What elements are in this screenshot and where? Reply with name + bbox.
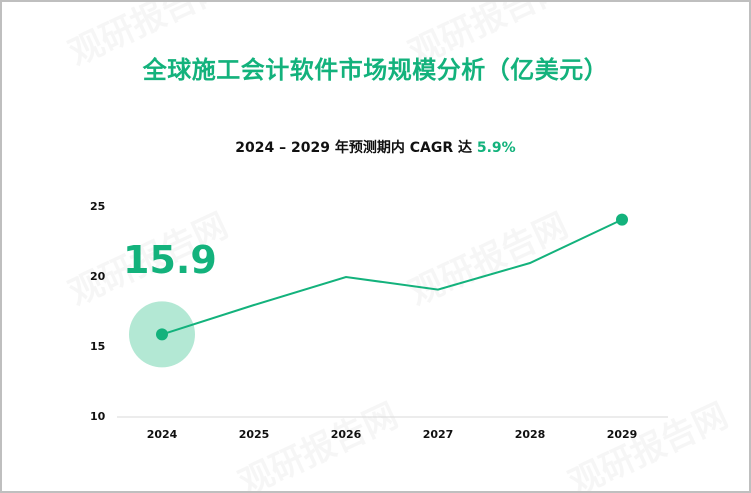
x-tick-2024: 2024 bbox=[146, 428, 178, 441]
highlight-value-label: 15.9 bbox=[123, 238, 217, 282]
series-line bbox=[161, 218, 623, 336]
start-point-marker bbox=[156, 328, 168, 341]
x-tick-2028: 2028 bbox=[514, 428, 546, 441]
x-tick-2027: 2027 bbox=[422, 428, 454, 441]
x-tick-2026: 2026 bbox=[330, 428, 362, 441]
chart-subtitle: 2024 – 2029 年预测期内 CAGR 达 5.9% bbox=[0, 137, 751, 157]
subtitle-text: 2024 – 2029 年预测期内 CAGR 达 bbox=[235, 140, 477, 156]
y-tick-10: 10 bbox=[90, 410, 106, 423]
y-tick-25: 25 bbox=[90, 200, 106, 213]
end-point-marker bbox=[616, 213, 628, 226]
y-tick-20: 20 bbox=[90, 270, 106, 283]
x-tick-2025: 2025 bbox=[238, 428, 270, 441]
x-tick-2029: 2029 bbox=[606, 428, 638, 441]
chart-title: 全球施工会计软件市场规模分析（亿美元） bbox=[142, 56, 609, 84]
y-tick-15: 15 bbox=[90, 340, 106, 353]
cagr-value: 5.9% bbox=[476, 140, 516, 156]
